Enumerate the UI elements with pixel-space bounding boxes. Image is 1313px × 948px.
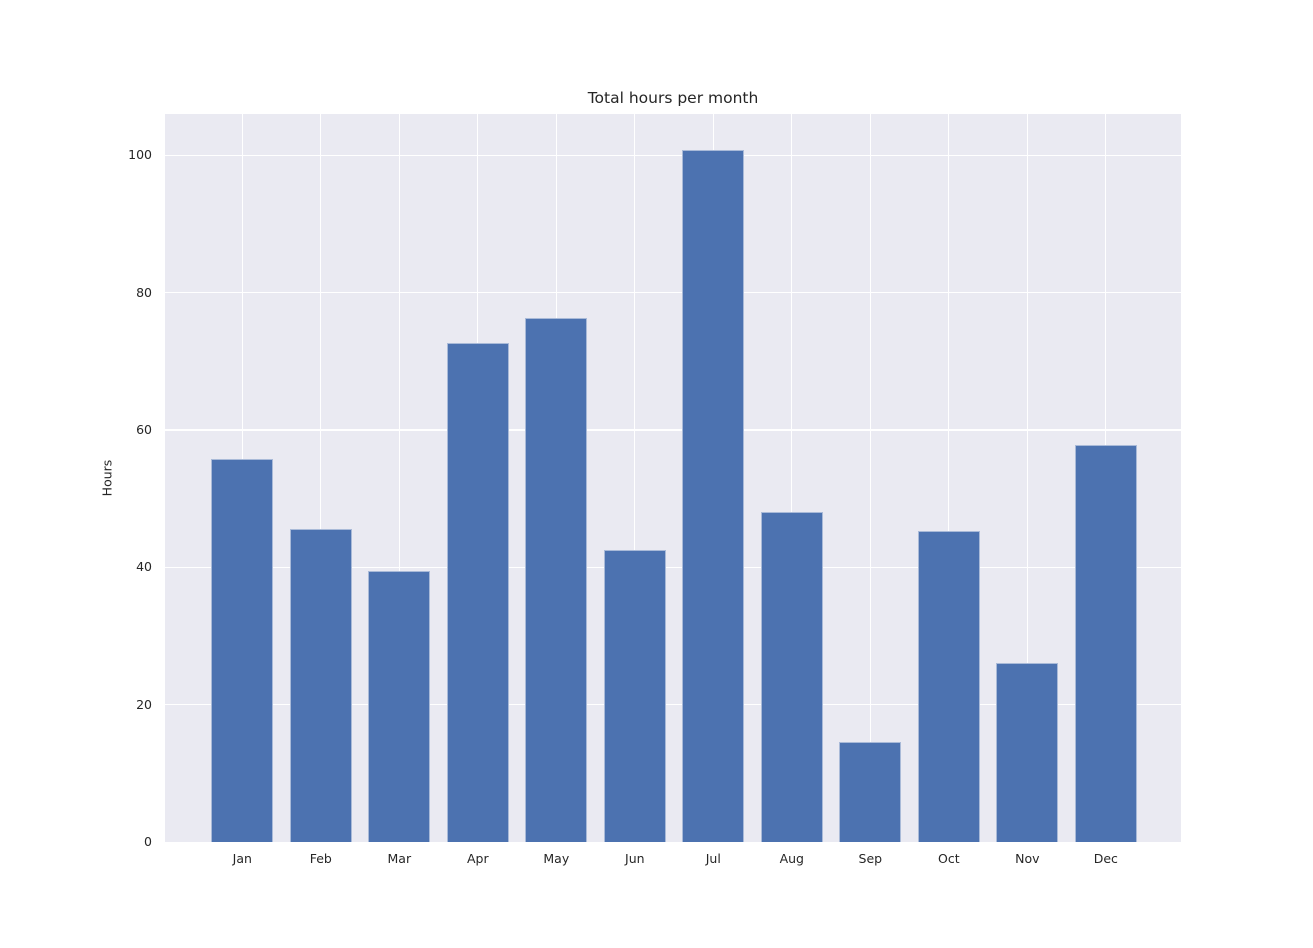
bar-may (525, 317, 588, 842)
xtick-label-jan: Jan (232, 851, 252, 866)
ytick-label-20: 20 (136, 696, 152, 712)
gridline-y-20 (165, 704, 1181, 706)
chart-title: Total hours per month (587, 89, 759, 107)
gridline-x-feb (320, 114, 322, 842)
ytick-label-60: 60 (136, 421, 152, 437)
xtick-label-mar: Mar (387, 851, 412, 866)
bar-dec (1074, 445, 1137, 842)
ytick-label-100: 100 (128, 147, 152, 163)
gridline-x-mar (398, 114, 400, 842)
xtick-label-aug: Aug (779, 851, 804, 866)
gridline-x-oct (948, 114, 950, 842)
xtick-label-may: May (543, 851, 570, 866)
gridline-x-aug (791, 114, 793, 842)
xtick-label-feb: Feb (309, 851, 332, 866)
bar-mar (368, 571, 431, 842)
xtick-label-apr: Apr (466, 851, 489, 866)
xtick-label-sep: Sep (858, 851, 883, 866)
ytick-label-40: 40 (136, 559, 152, 575)
ytick-label-0: 0 (144, 834, 152, 849)
gridline-y-80 (165, 291, 1181, 294)
xtick-label-oct: Oct (937, 851, 960, 866)
xtick-label-jul: Jul (705, 851, 721, 866)
gridline-y-40 (165, 566, 1181, 568)
bar-nov (996, 663, 1059, 842)
bar-sep (839, 741, 902, 842)
bar-jul (682, 150, 745, 842)
xtick-label-jun: Jun (625, 851, 645, 866)
bar-apr (446, 342, 509, 842)
ytick-label-80: 80 (136, 284, 152, 300)
plot-area (165, 114, 1181, 842)
gridline-y-100 (165, 154, 1181, 156)
bar-feb (289, 528, 352, 842)
xtick-label-dec: Dec (1093, 851, 1118, 866)
gridline-x-nov (1026, 114, 1028, 842)
gridline-x-sep (869, 114, 871, 842)
bar-aug (760, 511, 823, 842)
bar-jun (603, 550, 666, 842)
bar-jan (211, 458, 274, 842)
y-axis-label: Hours (99, 459, 115, 497)
gridline-y-60 (165, 429, 1181, 431)
bar-oct (917, 530, 980, 842)
gridline-x-jun (634, 114, 636, 842)
xtick-label-nov: Nov (1015, 851, 1040, 866)
